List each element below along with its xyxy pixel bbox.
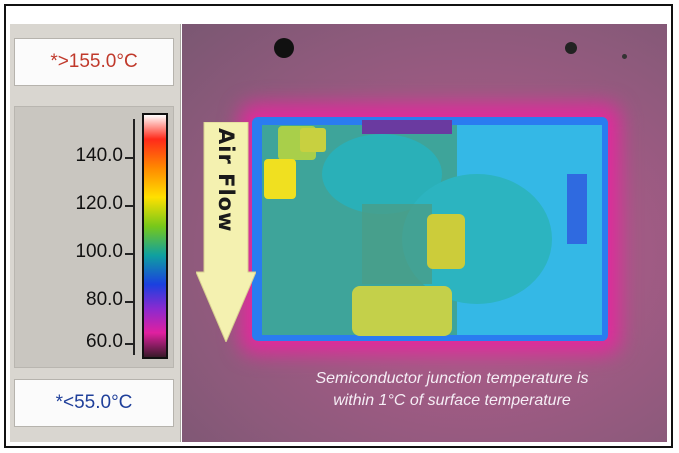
tick-label-100: 100.0: [75, 241, 123, 262]
tick-label-60: 60.0: [86, 331, 123, 352]
dark-spot-small: [565, 42, 577, 54]
tick-mark-60: [125, 343, 133, 345]
board-edge-strip: [362, 120, 452, 134]
dark-speck: [622, 54, 627, 59]
chip-array: [362, 204, 432, 284]
cool-spot: [567, 174, 587, 244]
hot-component-5: [300, 128, 326, 152]
min-temperature-box: *<55.0°C: [14, 379, 174, 427]
scale-axis: [133, 119, 135, 355]
color-scale: 140.0 120.0 100.0 80.0 60.0: [14, 106, 174, 368]
caption-line-1: Semiconductor junction temperature is: [315, 370, 589, 387]
tick-label-140: 140.0: [75, 145, 123, 166]
dark-spot: [274, 38, 294, 58]
caption-line-2: within 1°C of surface temperature: [333, 392, 571, 409]
max-temperature-label: *>155.0°C: [50, 51, 138, 72]
tick-mark-100: [125, 253, 133, 255]
hot-component-3: [352, 286, 452, 336]
tick-label-80: 80.0: [86, 289, 123, 310]
hot-component-1: [264, 159, 296, 199]
color-gradient-bar: [142, 113, 168, 359]
air-flow-label: Air Flow: [214, 128, 238, 233]
image-caption: Semiconductor junction temperature is wi…: [242, 368, 662, 412]
max-temperature-box: *>155.0°C: [14, 38, 174, 86]
hot-component-4: [427, 214, 465, 269]
tick-mark-80: [125, 301, 133, 303]
tick-mark-140: [125, 157, 133, 159]
temperature-scale-panel: *>155.0°C 140.0 120.0 100.0 80.0 60.0 *<…: [10, 24, 181, 442]
air-flow-arrow-icon: [196, 122, 256, 342]
thermal-image: Air Flow Semiconductor junction temperat…: [182, 24, 667, 442]
tick-label-120: 120.0: [75, 193, 123, 214]
min-temperature-label: *<55.0°C: [55, 392, 133, 413]
tick-mark-120: [125, 205, 133, 207]
